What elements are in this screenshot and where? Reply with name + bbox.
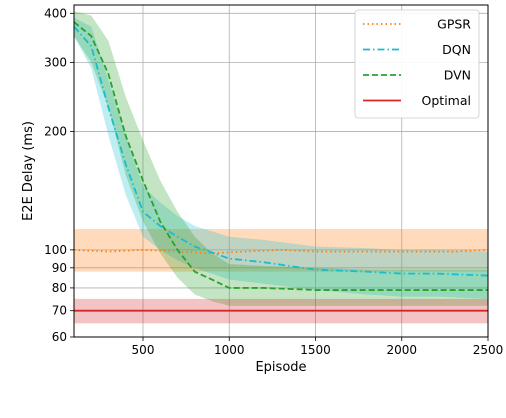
y-tick-label: 400: [44, 6, 67, 20]
x-tick-label: 2500: [473, 343, 504, 357]
y-tick-label: 90: [52, 261, 67, 275]
band-dqn: [74, 17, 488, 299]
y-tick-label: 200: [44, 125, 67, 139]
y-tick-label: 60: [52, 330, 67, 344]
y-axis-title: E2E Delay (ms): [21, 121, 36, 221]
series-lines: [73, 21, 489, 312]
series-line-gpsr: [73, 248, 489, 255]
legend-box: [354, 9, 480, 119]
legend-label: GPSR: [437, 17, 471, 32]
legend: GPSR DQN DVN Optimal: [354, 9, 480, 119]
series-line-dqn: [73, 26, 489, 277]
plot-frame: [73, 4, 489, 338]
y-tick-label: 80: [52, 281, 67, 295]
y-tick-label: 100: [44, 243, 67, 257]
x-tick-label: 1000: [214, 343, 245, 357]
x-tick-label: 500: [132, 343, 155, 357]
x-axis-title: Episode: [255, 360, 306, 375]
legend-label: DVN: [444, 68, 471, 83]
x-tick-label: 2000: [386, 343, 417, 357]
legend-label: Optimal: [422, 93, 471, 108]
y-tick-label: 70: [52, 304, 67, 318]
band-dvn: [74, 11, 488, 306]
series-line-dvn: [73, 21, 488, 291]
legend-label: DQN: [442, 42, 471, 57]
x-tick-label: 1500: [300, 343, 331, 357]
axis-ticks: 500 1000 1500 2000 2500 60 70 80 90 100 200 300 400: [44, 6, 503, 357]
y-tick-label: 300: [44, 55, 67, 69]
